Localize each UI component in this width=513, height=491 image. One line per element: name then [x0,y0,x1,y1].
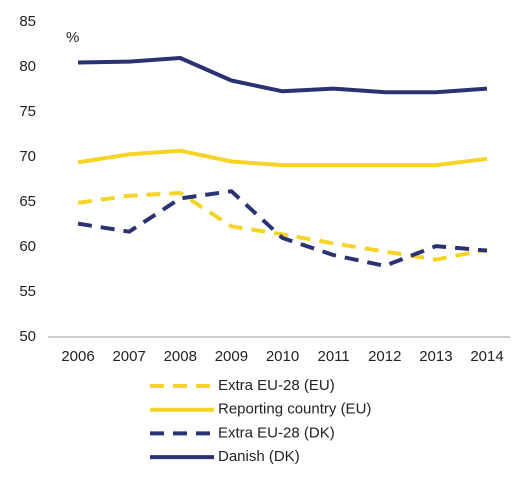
x-tick-label: 2007 [112,348,145,365]
y-tick-label: 55 [19,283,36,300]
y-tick-label: 60 [19,238,36,255]
x-tick-label: 2010 [266,348,299,365]
y-tick-label: 70 [19,148,36,165]
series-line [77,191,488,262]
x-tick-label: 2008 [164,348,197,365]
y-tick-label: 75 [19,103,36,120]
legend-label: Extra EU-28 (DK) [218,424,335,441]
x-tick-label: 2013 [419,348,452,365]
series-line [77,148,488,168]
legend-label: Reporting country (EU) [218,401,371,418]
y-tick-label: 85 [19,13,36,30]
series-line [77,189,488,268]
x-tick-label: 2009 [215,348,248,365]
y-tick-label: 65 [19,193,36,210]
y-tick-label: 50 [19,328,36,345]
x-tick-label: 2011 [317,348,349,365]
x-tick-label: 2006 [61,348,94,365]
series-line [77,56,488,95]
y-tick-label: 80 [19,58,36,75]
y-axis-unit: % [66,29,79,46]
x-tick-label: 2012 [368,348,401,365]
legend-label: Extra EU-28 (EU) [218,377,335,394]
legend-label: Danish (DK) [218,448,300,465]
x-tick-label: 2014 [470,348,503,365]
